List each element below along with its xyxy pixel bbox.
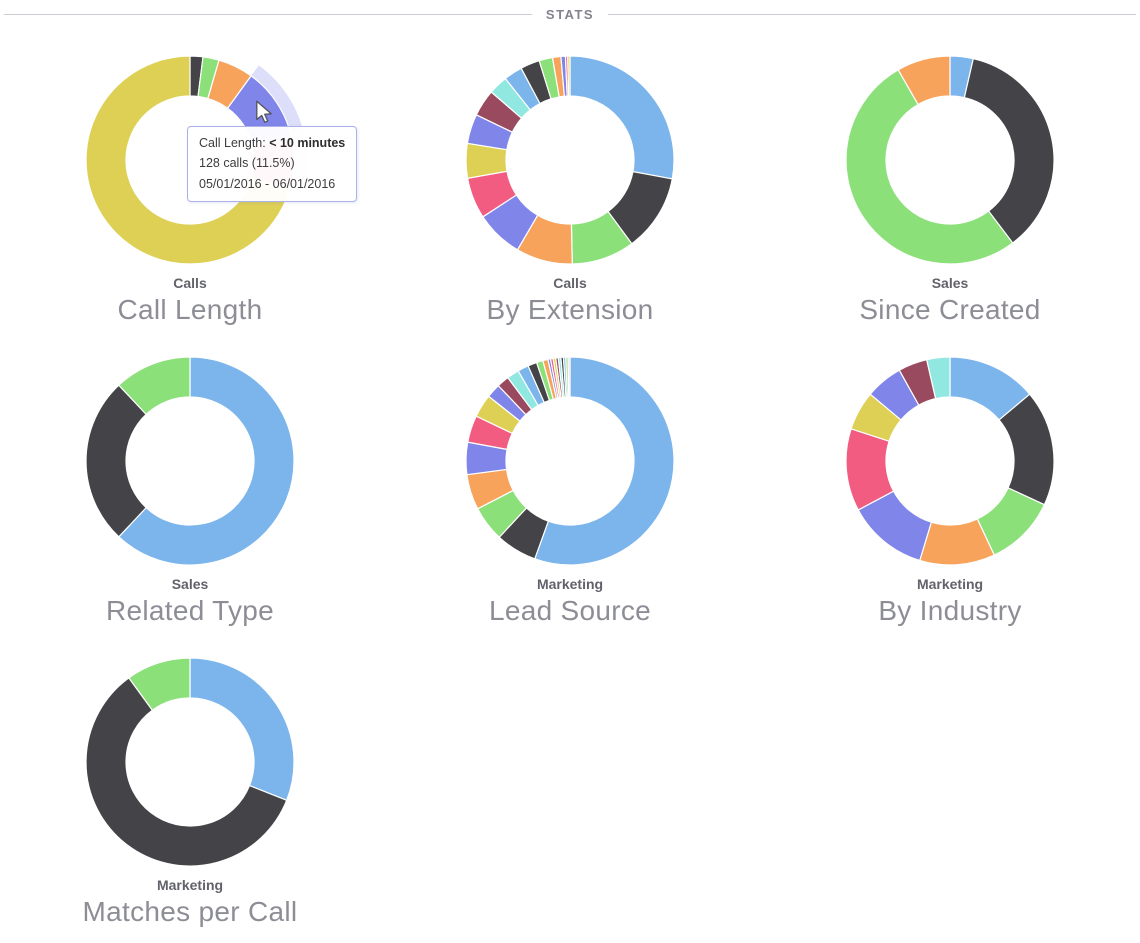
tooltip-line-3: 05/01/2016 - 06/01/2016 (199, 176, 336, 191)
donut-by-extension (465, 55, 675, 265)
chart-cell-matches-per-call: Marketing Matches per Call (0, 642, 380, 943)
series-label: Sales (931, 275, 969, 291)
chart-title: Related Type (105, 595, 275, 626)
donut-matches-per-call (85, 657, 295, 867)
chart-title: By Industry (878, 595, 1022, 626)
series-label: Sales (171, 576, 209, 592)
pie-slice-since-created-1[interactable] (963, 58, 1055, 244)
donut-since-created (845, 55, 1055, 265)
pie-slice-matches-per-call-1[interactable] (85, 677, 288, 867)
pie-slice-by-extension-16[interactable] (567, 55, 571, 97)
donut-lead-source (465, 356, 675, 566)
series-label: Marketing (536, 576, 604, 592)
chart-tooltip: Call Length: < 10 minutes 128 calls (11.… (187, 126, 358, 202)
chart-title: Since Created (859, 294, 1041, 325)
stats-section-header: STATS (0, 0, 1140, 28)
series-label: Marketing (916, 576, 984, 592)
pie-slice-matches-per-call-2[interactable] (128, 657, 191, 711)
pie-slice-related-type-0[interactable] (118, 356, 295, 566)
pie-slice-by-extension-0[interactable] (569, 55, 675, 180)
pie-slice-related-type-1[interactable] (85, 384, 147, 538)
tooltip-value: < 10 minutes (269, 136, 346, 150)
charts-grid: Calls Call Length Calls By Extension Sales Si… (0, 28, 1140, 943)
chart-cell-by-industry: Marketing By Industry (760, 341, 1140, 642)
series-label: Calls (173, 275, 207, 291)
chart-title: Call Length (117, 294, 263, 325)
section-title: STATS (545, 6, 595, 22)
series-label: Calls (553, 275, 587, 291)
pie-slice-since-created-3[interactable] (897, 55, 951, 106)
chart-cell-by-extension: Calls By Extension (380, 40, 760, 341)
tooltip-line-1: Call Length: < 10 minutes (199, 136, 346, 150)
pie-slice-lead-source-0[interactable] (534, 356, 675, 566)
donut-by-industry (845, 356, 1055, 566)
pie-slice-since-created-2[interactable] (845, 69, 1014, 265)
chart-cell-lead-source: Marketing Lead Source (380, 341, 760, 642)
donut-related-type (85, 356, 295, 566)
chart-title: Matches per Call (82, 896, 298, 927)
header-rule-right (608, 13, 1136, 15)
pie-slice-related-type-2[interactable] (118, 356, 191, 415)
pie-slice-call-length-5[interactable] (85, 55, 291, 265)
series-label: Marketing (156, 877, 224, 893)
chart-cell-since-created: Sales Since Created (760, 40, 1140, 341)
pie-slice-lead-source-22[interactable] (567, 356, 571, 398)
pie-slice-by-industry-9[interactable] (926, 356, 951, 400)
tooltip-line-2: 128 calls (11.5%) (199, 156, 295, 171)
chart-title: Lead Source (488, 595, 652, 626)
chart-cell-related-type: Sales Related Type (0, 341, 380, 642)
chart-title: By Extension (486, 294, 654, 325)
header-rule-left (4, 13, 532, 15)
pie-slice-matches-per-call-0[interactable] (189, 657, 295, 801)
